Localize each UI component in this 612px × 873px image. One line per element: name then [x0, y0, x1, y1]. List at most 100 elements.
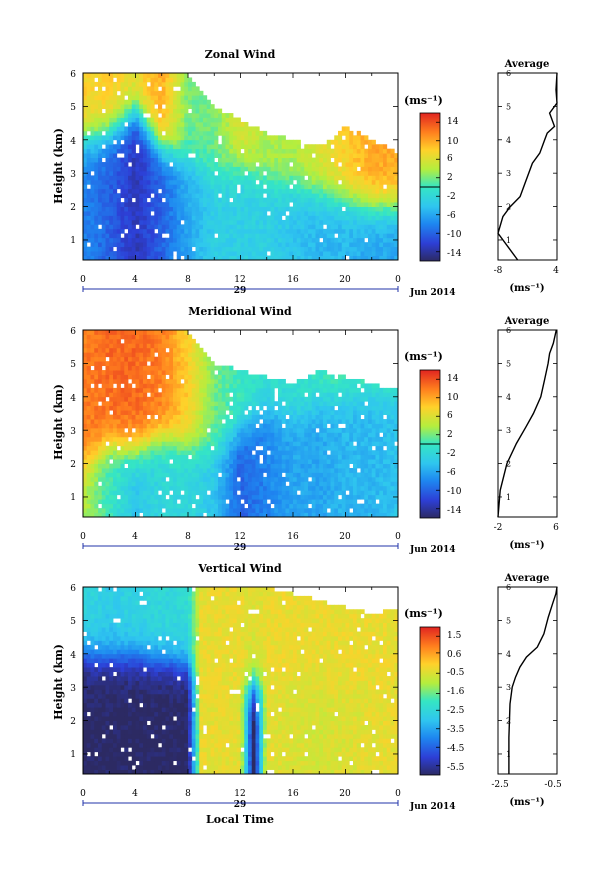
heatmap-cell	[248, 494, 253, 500]
heatmap-cell	[206, 419, 211, 424]
heatmap-cell	[150, 432, 155, 438]
heatmap-cell	[195, 343, 200, 349]
heatmap-cell	[251, 246, 256, 252]
heatmap-cell	[334, 188, 339, 194]
heatmap-cell	[120, 512, 125, 518]
heatmap-cell	[98, 237, 103, 243]
heatmap-cell	[135, 77, 140, 83]
heatmap-cell	[225, 206, 230, 212]
heatmap-cell	[326, 237, 331, 243]
heatmap-cell	[113, 343, 118, 349]
heatmap-cell	[218, 206, 223, 212]
colorbar-tick: 10	[447, 393, 459, 403]
heatmap-cell	[146, 202, 151, 207]
heatmap-cell	[176, 77, 181, 83]
heatmap-cell	[394, 219, 399, 225]
heatmap-cell	[255, 396, 260, 402]
heatmap-cell	[338, 219, 343, 225]
heatmap-cell	[154, 219, 159, 225]
heatmap-cell	[173, 170, 178, 176]
heatmap-cell	[180, 153, 185, 158]
heatmap-cell	[203, 202, 208, 207]
heatmap-cell	[191, 401, 196, 407]
heatmap-cell	[113, 401, 118, 407]
heatmap-cell	[143, 485, 148, 491]
heatmap-cell	[240, 219, 245, 225]
heatmap-cell	[368, 202, 373, 207]
heatmap-cell	[311, 242, 316, 248]
heatmap-cell	[90, 419, 95, 424]
heatmap-cell	[135, 121, 140, 127]
heatmap-cell	[225, 179, 230, 185]
heatmap-cell	[90, 90, 95, 96]
heatmap-cell	[199, 361, 204, 367]
heatmap-cell	[161, 157, 166, 163]
heatmap-cell	[120, 490, 125, 496]
heatmap-cell	[143, 365, 148, 371]
heatmap-cell	[116, 436, 121, 442]
heatmap-cell	[180, 472, 185, 478]
heatmap-cell	[266, 242, 271, 248]
heatmap-cell	[105, 432, 110, 438]
heatmap-cell	[360, 166, 365, 172]
heatmap-cell	[206, 206, 211, 212]
heatmap-cell	[169, 148, 174, 154]
heatmap-cell	[120, 95, 125, 101]
heatmap-cell	[244, 405, 249, 411]
heatmap-cell	[345, 224, 350, 230]
heatmap-cell	[229, 206, 234, 212]
heatmap-cell	[390, 255, 395, 261]
heatmap-cell	[184, 414, 189, 420]
heatmap-cell	[330, 179, 335, 185]
heatmap-cell	[334, 175, 339, 181]
heatmap-cell	[165, 472, 170, 478]
heatmap-cell	[386, 215, 391, 221]
heatmap-cell	[188, 343, 193, 349]
heatmap-cell	[319, 193, 324, 199]
heatmap-cell	[188, 211, 193, 216]
heatmap-cell	[315, 228, 320, 234]
heatmap-cell	[86, 347, 91, 353]
heatmap-cell	[203, 370, 208, 375]
heatmap-cell	[150, 153, 155, 158]
heatmap-cell	[176, 432, 181, 438]
heatmap-cell	[165, 99, 170, 105]
heatmap-cell	[180, 423, 185, 429]
heatmap-cell	[274, 242, 279, 248]
heatmap-cell	[191, 427, 196, 433]
heatmap-cell	[289, 166, 294, 172]
heatmap-cell	[281, 157, 286, 163]
heatmap-cell	[304, 148, 309, 154]
heatmap-cell	[274, 157, 279, 163]
heatmap-cell	[270, 246, 275, 252]
heatmap-cell	[221, 121, 226, 127]
heatmap-cell	[161, 459, 166, 464]
heatmap-cell	[139, 503, 144, 509]
heatmap-cell	[225, 148, 230, 154]
heatmap-cell	[98, 405, 103, 411]
heatmap-cell	[341, 148, 346, 154]
heatmap-cell	[300, 233, 305, 239]
heatmap-cell	[143, 419, 148, 424]
heatmap-cell	[341, 157, 346, 163]
heatmap-cell	[251, 432, 256, 438]
heatmap-cell	[109, 427, 114, 433]
heatmap-cell	[206, 166, 211, 172]
heatmap-cell	[214, 188, 219, 194]
heatmap-cell	[184, 445, 189, 451]
heatmap-cell	[83, 246, 88, 252]
heatmap-cell	[195, 374, 200, 380]
heatmap-cell	[143, 490, 148, 496]
heatmap-cell	[345, 139, 350, 145]
heatmap-cell	[139, 104, 144, 110]
heatmap-cell	[94, 117, 99, 123]
heatmap-cell	[274, 401, 279, 407]
heatmap-cell	[90, 370, 95, 375]
heatmap-cell	[176, 162, 181, 167]
heatmap-cell	[184, 188, 189, 194]
heatmap-cell	[169, 499, 174, 505]
heatmap-cell	[128, 184, 133, 190]
heatmap-cell	[221, 211, 226, 216]
heatmap-cell	[274, 490, 279, 496]
heatmap-cell	[300, 170, 305, 176]
